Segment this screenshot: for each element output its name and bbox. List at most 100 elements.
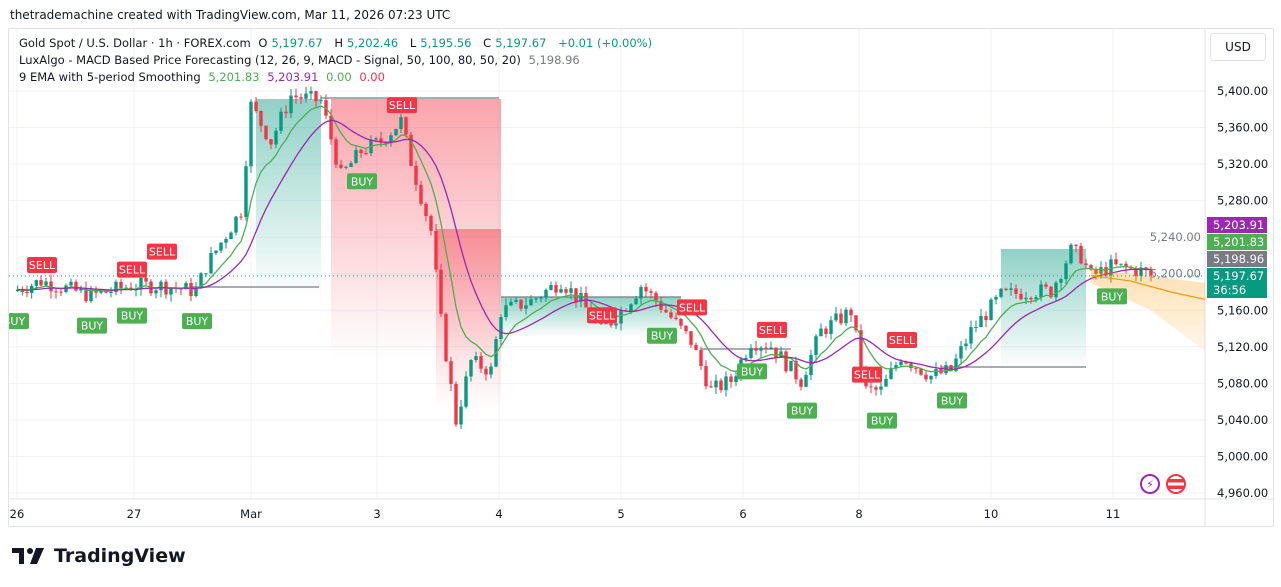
indicator-title: LuxAlgo - MACD Based Price Forecasting (… <box>19 53 521 67</box>
signal-label: SELL <box>589 309 616 322</box>
candle-body <box>894 365 898 369</box>
candle-body <box>289 95 293 114</box>
sell-signal <box>147 243 177 260</box>
indicator-value: 5,198.96 <box>528 53 580 67</box>
candle-body <box>304 93 308 99</box>
candle-body <box>214 250 218 254</box>
candle-body <box>689 331 693 345</box>
open-label: O <box>258 36 268 50</box>
candle-body <box>79 288 83 291</box>
candle-body <box>59 291 63 293</box>
candle-body <box>734 376 738 383</box>
y-tick-label: 5,400.00 <box>1217 84 1268 98</box>
smoothed-value: 5,203.91 <box>267 70 319 84</box>
candle-body <box>309 91 313 94</box>
buy-signal <box>9 313 29 330</box>
candle-body <box>359 149 363 154</box>
y-tick-label: 5,160.00 <box>1217 303 1268 317</box>
candle-body <box>169 288 173 295</box>
indicator-legend-macd[interactable]: LuxAlgo - MACD Based Price Forecasting (… <box>19 52 656 69</box>
signal-label: BUY <box>9 315 25 328</box>
candle-body <box>179 288 183 290</box>
candle-body <box>269 139 273 145</box>
candle-body <box>569 288 573 293</box>
candle-body <box>744 357 748 360</box>
sell-signal <box>117 261 147 278</box>
candle-body <box>634 298 638 305</box>
candle-body <box>714 380 718 388</box>
candle-body <box>379 138 383 143</box>
candle-body <box>434 230 438 270</box>
currency-button[interactable]: USD <box>1210 33 1266 61</box>
x-tick-label: 6 <box>739 507 746 521</box>
candle-body <box>889 368 893 379</box>
candle-body <box>314 91 318 102</box>
chart-credit: thetrademachine created with TradingView… <box>10 8 451 22</box>
candle-body <box>1139 267 1143 277</box>
candle-body <box>959 346 963 359</box>
sell-value: 0.00 <box>359 70 385 84</box>
candle-body <box>409 134 413 166</box>
tradingview-logo[interactable]: TradingView <box>12 545 186 567</box>
x-tick-label: 26 <box>10 507 25 521</box>
candle-body <box>699 349 703 367</box>
candle-body <box>854 315 858 331</box>
y-tick-label: 5,280.00 <box>1217 194 1268 208</box>
candle-body <box>54 291 58 293</box>
smoothed-ema-line <box>17 119 1152 370</box>
candle-body <box>834 313 838 321</box>
candle-body <box>884 378 888 387</box>
candle-body <box>364 153 368 155</box>
candle-body <box>219 242 223 251</box>
candle-body <box>349 163 353 167</box>
candle-body <box>654 292 658 302</box>
x-tick-label: 3 <box>373 507 380 521</box>
indicator-legend-ema[interactable]: 9 EMA with 5-period Smoothing 5,201.83 5… <box>19 69 656 86</box>
candle-body <box>994 296 998 300</box>
chart-panel[interactable]: 5,400.00 5,360.00 5,320.00 5,280.00 5,240.00… <box>8 28 1274 527</box>
lightning-icon[interactable]: ⚡ <box>1140 474 1160 494</box>
candle-body <box>819 328 823 337</box>
candle-body <box>524 305 528 309</box>
candle-body <box>279 111 283 131</box>
candle-body <box>644 287 648 292</box>
candle-body <box>719 380 723 391</box>
candle-body <box>439 269 443 314</box>
y-tick-label: 5,080.00 <box>1217 376 1268 390</box>
buy-signal <box>77 317 107 334</box>
candle-body <box>984 316 988 321</box>
candle-body <box>34 280 39 286</box>
candle-body <box>684 325 688 332</box>
candle-body <box>1014 288 1018 294</box>
candle-body <box>1059 279 1063 283</box>
candle-body <box>394 128 398 136</box>
sell-signal <box>757 321 787 338</box>
candle-body <box>254 101 258 111</box>
candle-body <box>859 330 863 368</box>
candle-body <box>84 288 88 302</box>
candlestick-chart[interactable]: 5,400.00 5,360.00 5,320.00 5,280.00 5,240.00… <box>9 29 1273 526</box>
buy-signal <box>737 363 767 380</box>
signal-label: BUY <box>186 315 209 328</box>
candle-body <box>464 376 468 407</box>
symbol-legend[interactable]: Gold Spot / U.S. Dollar · 1h · FOREX.com… <box>19 35 656 52</box>
candle-body <box>499 317 503 340</box>
candle-body <box>934 369 938 376</box>
candle-body <box>924 374 928 380</box>
candle-body <box>904 361 908 364</box>
candle-body <box>419 184 423 204</box>
candle-body <box>664 309 668 313</box>
candle-body <box>89 289 93 302</box>
x-tick-label: 8 <box>855 507 862 521</box>
candle-body <box>1004 288 1008 290</box>
price-label-text: 5,201.83 <box>1213 235 1264 249</box>
signal-label: SELL <box>149 246 176 259</box>
candle-body <box>1079 245 1083 264</box>
y-tick-label: 5,200.00 <box>1150 267 1201 281</box>
us-flag-icon[interactable] <box>1166 474 1186 494</box>
candle-body <box>909 363 913 369</box>
candle-body <box>799 379 803 387</box>
y-tick-label: 5,120.00 <box>1217 340 1268 354</box>
candle-body <box>1124 263 1128 268</box>
candle-body <box>789 360 793 372</box>
